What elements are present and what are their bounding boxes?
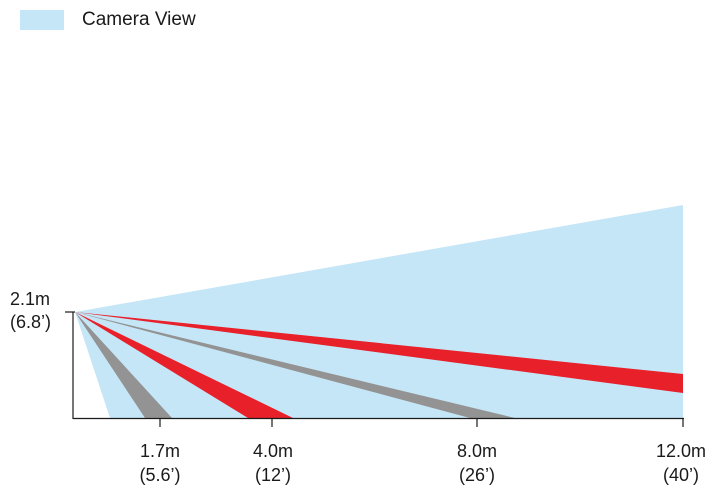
legend-label: Camera View — [82, 9, 196, 30]
tick-label-4-imperial: (40’) — [662, 465, 699, 485]
gray-beam-1 — [75, 312, 172, 418]
tick-label-3-metric: 8.0m — [456, 441, 498, 461]
tick-label-3-imperial: (26’) — [458, 465, 495, 485]
tick-label-1-imperial: (5.6’) — [139, 465, 181, 485]
tick-label-2-imperial: (12’) — [254, 465, 291, 485]
gray-beam-2 — [75, 312, 515, 418]
tick-label-2-metric: 4.0m — [252, 441, 294, 461]
height-label-imperial: (6.8’) — [10, 312, 52, 332]
tick-label-1-metric: 1.7m — [139, 441, 181, 461]
red-beam-2 — [75, 312, 683, 393]
legend: Camera View — [20, 8, 196, 32]
tick-label-4-metric: 12.0m — [655, 441, 707, 461]
height-label-metric: 2.1m — [10, 289, 51, 309]
red-beam-1 — [75, 312, 293, 418]
legend-swatch-camera-view — [20, 10, 64, 30]
